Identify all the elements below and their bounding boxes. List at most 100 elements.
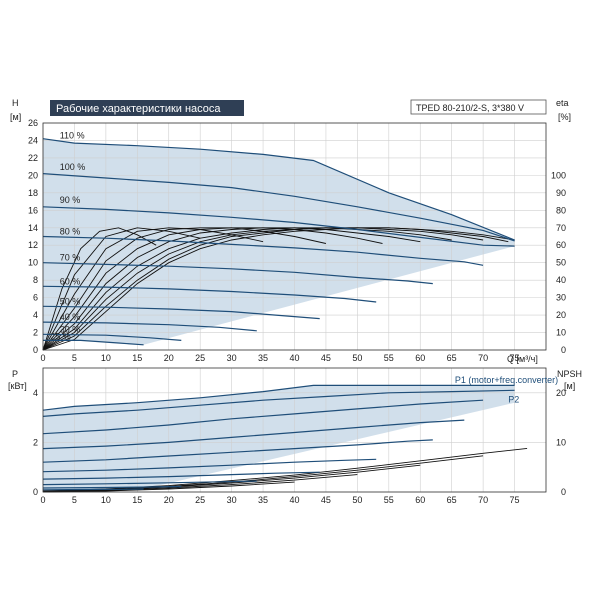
speed-label: 110 % xyxy=(60,130,85,140)
head-y-tick-label: 18 xyxy=(28,188,38,198)
y-axis-label-head: H xyxy=(12,98,19,108)
power-npsh-curve-5 xyxy=(42,481,295,493)
speed-label: 60 % xyxy=(60,276,81,286)
y2-axis-unit-npsh: [м] xyxy=(564,381,575,391)
power-x-tick-label: 75 xyxy=(510,495,520,505)
speed-label: 40 % xyxy=(60,312,81,322)
head-y-tick-label: 20 xyxy=(28,170,38,180)
head-x-tick-label: 55 xyxy=(384,353,394,363)
power-x-tick-label: 15 xyxy=(132,495,142,505)
y2-axis-label-npsh: NPSH xyxy=(557,369,582,379)
power-curve-3 xyxy=(42,399,484,435)
head-y2-tick-label: 40 xyxy=(556,275,566,285)
head-x-tick-label: 50 xyxy=(352,353,362,363)
head-y2-tick-label: 70 xyxy=(556,223,566,233)
head-efficiency-curve-6 xyxy=(42,227,383,351)
head-y-tick-label: 0 xyxy=(33,345,38,355)
power-y2-tick-label: 10 xyxy=(556,437,566,447)
head-curve-9 xyxy=(42,333,182,341)
head-y2-tick-label: 60 xyxy=(556,240,566,250)
head-y-tick-label: 8 xyxy=(33,275,38,285)
head-y-tick-label: 26 xyxy=(28,118,38,128)
head-y-tick-label: 4 xyxy=(33,310,38,320)
power-x-tick-label: 5 xyxy=(72,495,77,505)
head-curve-4 xyxy=(42,235,484,266)
head-efficiency-curve-1 xyxy=(42,227,515,351)
power-curve-2 xyxy=(42,389,515,417)
head-x-tick-label: 30 xyxy=(227,353,237,363)
y-axis-unit-head: [м] xyxy=(10,112,21,122)
head-x-tick-label: 65 xyxy=(447,353,457,363)
power-x-tick-label: 20 xyxy=(164,495,174,505)
power-npsh-curve-3 xyxy=(42,464,421,492)
head-y-tick-label: 2 xyxy=(33,328,38,338)
head-y2-tick-label: 80 xyxy=(556,205,566,215)
power-curve-8 xyxy=(42,480,257,486)
power-operating-region xyxy=(43,385,515,490)
power-x-tick-label: 25 xyxy=(195,495,205,505)
head-x-tick-label: 40 xyxy=(289,353,299,363)
head-curve-5 xyxy=(42,262,433,285)
head-x-tick-label: 60 xyxy=(415,353,425,363)
power-curve-6 xyxy=(42,458,377,473)
head-y2-tick-label: 100 xyxy=(551,170,566,180)
head-x-tick-label: 15 xyxy=(132,353,142,363)
head-efficiency-curve-9 xyxy=(42,227,201,351)
y2-axis-unit-eta: [%] xyxy=(558,112,571,122)
head-y2-tick-label: 10 xyxy=(556,328,566,338)
speed-label: 25 % xyxy=(50,331,71,341)
chart-title: Рабочие характеристики насоса xyxy=(56,103,221,115)
power-curve-5 xyxy=(42,439,433,463)
head-y-tick-label: 10 xyxy=(28,258,38,268)
model-label-box xyxy=(410,99,547,115)
head-operating-region xyxy=(43,138,515,345)
speed-label: 80 % xyxy=(60,227,81,237)
power-frame xyxy=(42,367,547,493)
power-curve-7 xyxy=(42,471,320,480)
power-y-tick-label: 0 xyxy=(33,487,38,497)
head-y2-tick-label: 20 xyxy=(556,310,566,320)
power-npsh-curve-1 xyxy=(42,447,528,492)
head-efficiency-curve-10 xyxy=(42,227,157,351)
power-y2-tick-label: 0 xyxy=(561,487,566,497)
power-series-label: P2 xyxy=(508,395,519,405)
head-x-tick-label: 35 xyxy=(258,353,268,363)
power-x-tick-label: 35 xyxy=(258,495,268,505)
speed-label: 30 % xyxy=(60,324,81,334)
head-y-tick-label: 22 xyxy=(28,153,38,163)
head-y2-tick-label: 0 xyxy=(561,345,566,355)
head-efficiency-curve-2 xyxy=(42,227,509,351)
head-y-tick-label: 24 xyxy=(28,135,38,145)
head-y2-tick-label: 90 xyxy=(556,188,566,198)
head-y-tick-label: 12 xyxy=(28,240,38,250)
power-x-tick-label: 0 xyxy=(40,495,45,505)
head-y2-tick-label: 50 xyxy=(556,258,566,268)
head-curve-1 xyxy=(42,138,515,241)
y-axis-unit-power: [кВт] xyxy=(8,381,27,391)
power-y-tick-label: 4 xyxy=(33,388,38,398)
head-x-tick-label: 0 xyxy=(40,353,45,363)
power-x-tick-label: 45 xyxy=(321,495,331,505)
model-label: TPED 80-210/2-S, 3*380 V xyxy=(416,103,524,113)
head-x-tick-label: 75 xyxy=(510,353,520,363)
power-x-tick-label: 40 xyxy=(289,495,299,505)
chart-title-box xyxy=(50,100,244,116)
head-curve-plot: 0 5 10 15 20 25 30 35 40 45 50 55 60 65 70 750246810121… xyxy=(28,118,566,363)
power-y2-tick-label: 20 xyxy=(556,388,566,398)
power-x-tick-label: 10 xyxy=(101,495,111,505)
power-curve-plot: 0 5 10 15 20 25 30 35 40 45 50 55 60 65 70 7502401020P1… xyxy=(33,367,566,505)
head-efficiency-curve-4 xyxy=(42,227,452,351)
head-x-tick-label: 5 xyxy=(72,353,77,363)
head-curve-10 xyxy=(43,339,144,346)
power-x-tick-label: 30 xyxy=(227,495,237,505)
head-x-tick-label: 45 xyxy=(321,353,331,363)
head-x-tick-label: 20 xyxy=(164,353,174,363)
head-x-tick-label: 70 xyxy=(478,353,488,363)
power-series-label: P1 (motor+freq.converter) xyxy=(455,375,558,385)
speed-label: 70 % xyxy=(60,253,81,263)
power-curve-10 xyxy=(42,488,144,491)
head-y-tick-label: 16 xyxy=(28,205,38,215)
head-y2-tick-label: 30 xyxy=(556,293,566,303)
power-curve-9 xyxy=(42,485,182,489)
